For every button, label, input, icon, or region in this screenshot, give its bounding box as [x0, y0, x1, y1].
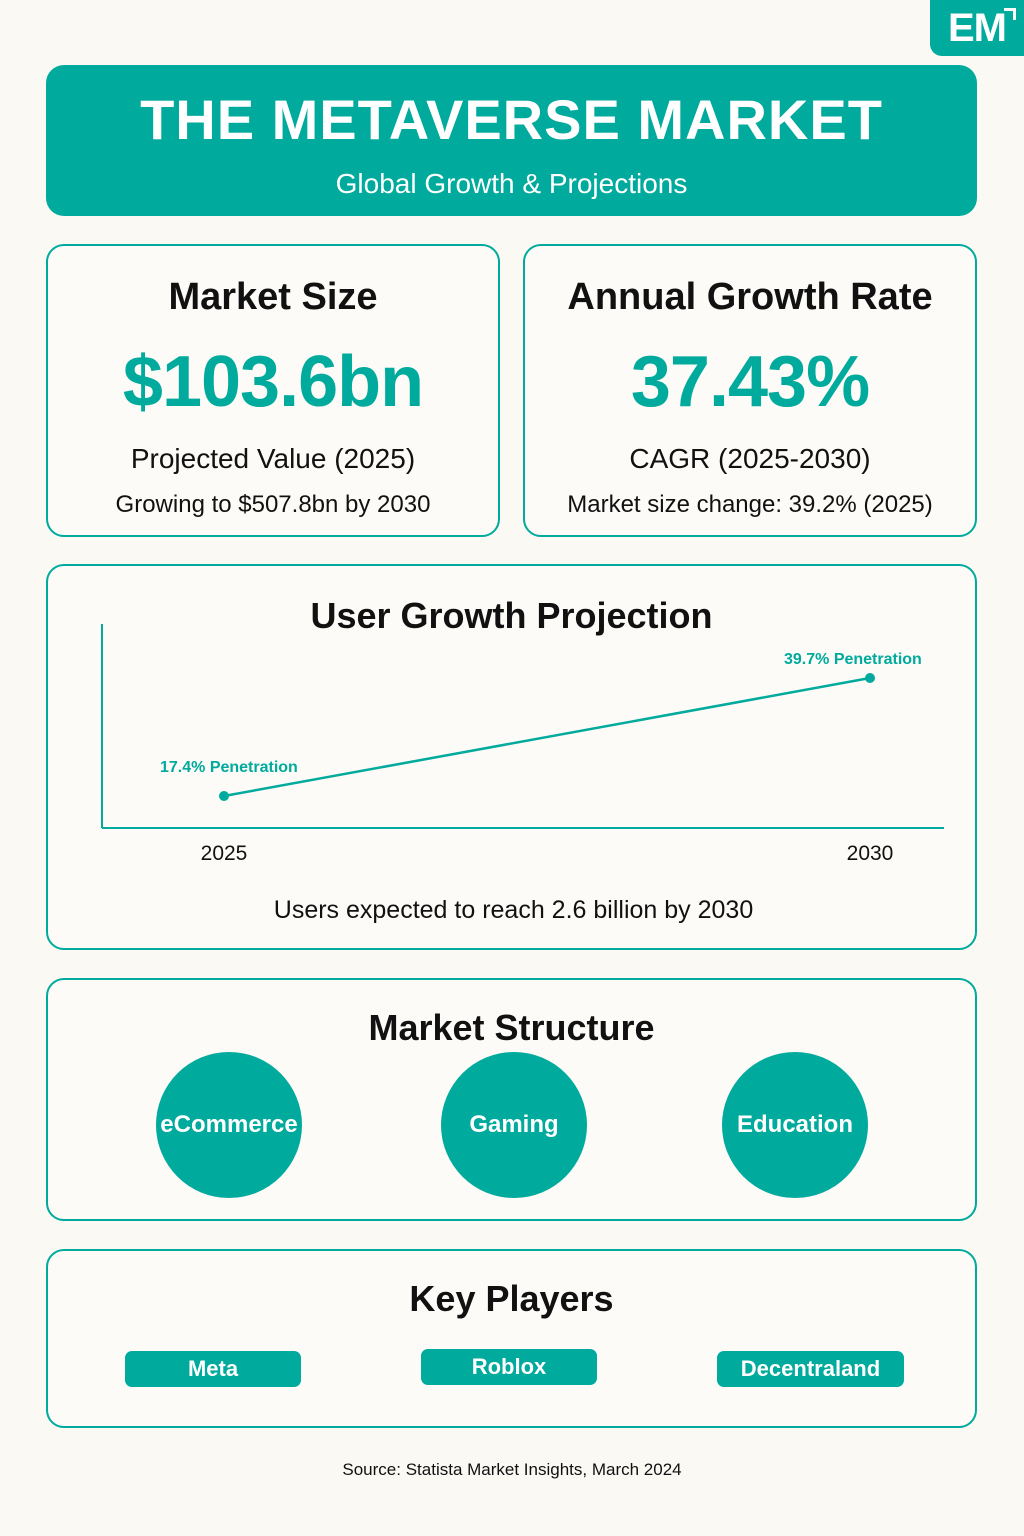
growth-rate-change: Market size change: 39.2% (2025) [567, 491, 933, 518]
market-structure-title: Market Structure [368, 1007, 655, 1048]
point-label-2030: 39.7% Penetration [784, 651, 922, 668]
market-size-value: $103.6bn [122, 342, 424, 422]
player-roblox: Roblox [421, 1349, 597, 1385]
market-size-card: Market Size $103.6bn Projected Value (20… [46, 244, 500, 537]
x-tick-label-2025: 2025 [201, 842, 248, 865]
segment-list: eCommerce Gaming Education [48, 1052, 979, 1198]
segment-gaming: Gaming [441, 1052, 587, 1198]
player-decentraland: Decentraland [717, 1351, 904, 1387]
growth-rate-note: CAGR (2025-2030) [629, 443, 871, 474]
page-subtitle: Global Growth & Projections [335, 168, 688, 199]
key-players-card: Key Players Meta Roblox Decentraland [46, 1249, 977, 1428]
page-title: THE METAVERSE MARKET [140, 88, 883, 151]
user-growth-card: User Growth Projection 17.4% Penetration… [46, 564, 977, 950]
growth-rate-value: 37.43% [630, 342, 870, 422]
market-size-forecast: Growing to $507.8bn by 2030 [115, 491, 431, 518]
user-growth-chart: 17.4% Penetration 2025 39.7% Penetration 20… [101, 624, 944, 865]
market-size-note: Projected Value (2025) [130, 443, 416, 474]
x-tick-label-2030: 2030 [847, 842, 894, 865]
key-players-title: Key Players [409, 1278, 614, 1319]
data-point-2025 [219, 791, 229, 801]
point-label-2025: 17.4% Penetration [160, 759, 298, 776]
series-line [223, 676, 871, 798]
chart-title: User Growth Projection [310, 595, 713, 636]
growth-rate-card: Annual Growth Rate 37.43% CAGR (2025-203… [523, 244, 977, 537]
arrow-up-right-icon [1004, 8, 1016, 20]
segment-ecommerce: eCommerce [156, 1052, 302, 1198]
source-note: Source: Statista Market Insights, March … [342, 1460, 682, 1479]
player-meta: Meta [125, 1351, 301, 1387]
brand-logo: EM [930, 0, 1024, 56]
brand-logo-text: EM [948, 5, 1007, 50]
growth-rate-label: Annual Growth Rate [567, 276, 933, 318]
data-point-2030 [865, 673, 875, 683]
segment-education: Education [722, 1052, 868, 1198]
header-banner: THE METAVERSE MARKET Global Growth & Pro… [46, 65, 977, 216]
market-structure-card: Market Structure eCommerce Gaming Educat… [46, 978, 977, 1221]
market-size-label: Market Size [168, 276, 378, 318]
chart-caption: Users expected to reach 2.6 billion by 2… [273, 896, 754, 924]
